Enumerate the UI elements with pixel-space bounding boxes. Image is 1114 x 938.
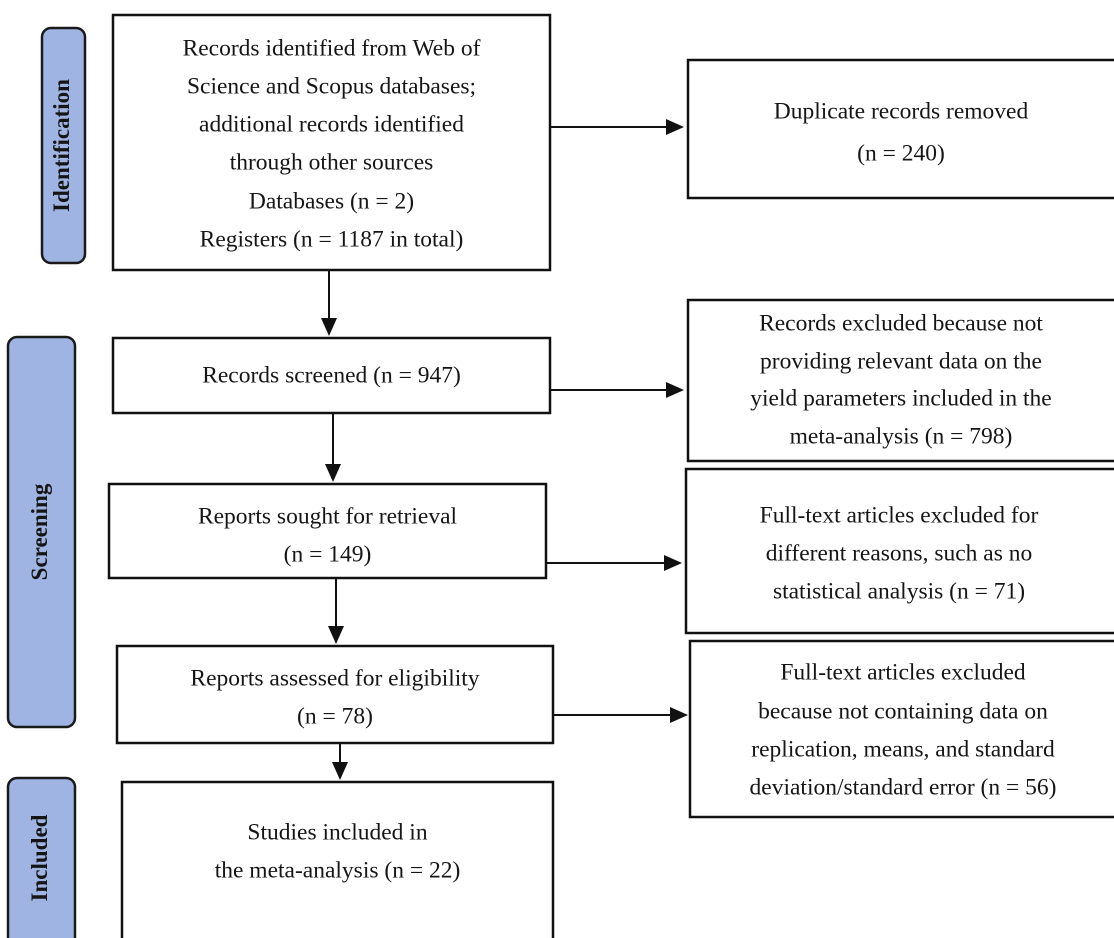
phase-tab bbox=[6, 776, 77, 938]
box-text: Full-text articles excluded for bbox=[760, 502, 1039, 528]
phase-tab bbox=[40, 26, 87, 265]
box-text: Registers (n = 1187 in total) bbox=[200, 226, 464, 252]
phase-label: Identification bbox=[49, 79, 74, 212]
flow-box bbox=[684, 467, 1114, 635]
arrow-head bbox=[321, 318, 337, 336]
box-text: Reports assessed for eligibility bbox=[190, 665, 479, 691]
arrow-head bbox=[664, 555, 682, 571]
box-text: the meta-analysis (n = 22) bbox=[215, 857, 461, 883]
box-text: meta-analysis (n = 798) bbox=[790, 423, 1013, 449]
arrow-head bbox=[332, 762, 348, 780]
box-text: because not containing data on bbox=[758, 698, 1048, 724]
arrow-head bbox=[325, 464, 341, 482]
arrow-head bbox=[328, 626, 344, 644]
flow-box bbox=[688, 639, 1114, 819]
box-text: Duplicate records removed bbox=[774, 98, 1029, 124]
box-text: Studies included in bbox=[247, 819, 427, 845]
flow-box bbox=[686, 58, 1114, 200]
arrow-head bbox=[670, 707, 688, 723]
box-text: providing relevant data on the bbox=[760, 348, 1042, 374]
box-text: Records screened (n = 947) bbox=[202, 362, 461, 388]
box-text: (n = 149) bbox=[284, 541, 372, 567]
box-text: through other sources bbox=[230, 149, 434, 175]
box-text: replication, means, and standard bbox=[751, 736, 1055, 762]
flow-box bbox=[107, 482, 548, 580]
box-text: (n = 78) bbox=[297, 703, 373, 729]
flow-box bbox=[686, 298, 1114, 463]
box-text: additional records identified bbox=[199, 111, 464, 137]
box-text: Reports sought for retrieval bbox=[198, 503, 458, 529]
phase-label: Screening bbox=[27, 483, 52, 580]
box-text: Records identified from Web of bbox=[183, 35, 481, 61]
flow-box bbox=[111, 13, 552, 272]
flow-box bbox=[120, 780, 555, 938]
box-text: Science and Scopus databases; bbox=[187, 73, 476, 99]
box-text: statistical analysis (n = 71) bbox=[773, 578, 1025, 604]
flow-box bbox=[111, 336, 552, 415]
box-text: different reasons, such as no bbox=[766, 540, 1032, 566]
box-text: Full-text articles excluded bbox=[780, 659, 1026, 685]
box-text: (n = 240) bbox=[857, 140, 945, 166]
box-text: yield parameters included in the bbox=[750, 385, 1051, 411]
box-text: Records excluded because not bbox=[759, 310, 1043, 336]
arrow-head bbox=[666, 119, 684, 135]
box-text: Databases (n = 2) bbox=[249, 188, 414, 214]
arrow-head bbox=[666, 382, 684, 398]
flow-box bbox=[115, 644, 555, 745]
box-text: deviation/standard error (n = 56) bbox=[750, 774, 1057, 800]
phase-tab bbox=[6, 335, 77, 729]
phase-label: Included bbox=[27, 814, 52, 901]
